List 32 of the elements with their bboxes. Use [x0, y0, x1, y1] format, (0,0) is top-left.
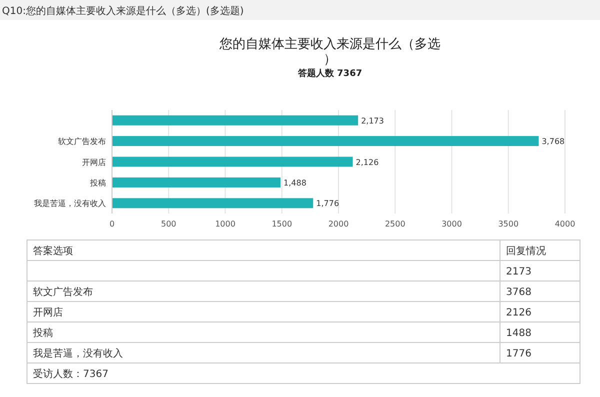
text: 答案选项 [33, 245, 73, 257]
x-tick-label: 1500 [272, 220, 292, 228]
x-tick-label: 1000 [215, 220, 236, 228]
category-label: 软文广告发布 [33, 287, 93, 298]
text: Q10:您的自媒体主要收入来源是什么（多选）(多选题) [2, 5, 244, 17]
x-tick-label: 4000 [554, 220, 576, 228]
y-tick-label: 软文广告发布 [58, 137, 106, 146]
text: 受访人数：7367 [33, 368, 108, 380]
text: 3768 [506, 287, 532, 298]
y-tick-label: 我是苦逼，没有收入 [34, 199, 106, 208]
x-tick-label: 2500 [384, 220, 406, 228]
text: 1488 [506, 328, 532, 339]
chart-subtitle: 答题人数 7367 [296, 68, 362, 79]
x-tick-label: 2000 [328, 220, 349, 228]
x-tick-label: 3500 [498, 220, 519, 228]
data-label: 1,776 [316, 199, 340, 208]
x-tick-label: 500 [160, 220, 176, 228]
y-tick-label: 投稿 [89, 178, 106, 188]
x-tick-label: 0 [109, 220, 115, 228]
category-label: 投稿 [33, 328, 53, 339]
x-tick-label: 3000 [442, 220, 462, 228]
y-tick-label: 开网店 [82, 158, 106, 167]
category-label: 开网店 [33, 308, 63, 318]
data-label: 2,126 [356, 158, 379, 167]
chart-title: 您的自媒体主要收入来源是什么（多选） [218, 36, 440, 67]
text: 1776 [506, 348, 532, 360]
text: 2173 [506, 266, 532, 278]
data-label: 1,488 [284, 178, 306, 188]
data-label: 3,768 [542, 137, 565, 146]
data-label: 2,173 [361, 116, 384, 126]
text: 2126 [506, 308, 532, 318]
text: 回复情况 [506, 245, 546, 257]
